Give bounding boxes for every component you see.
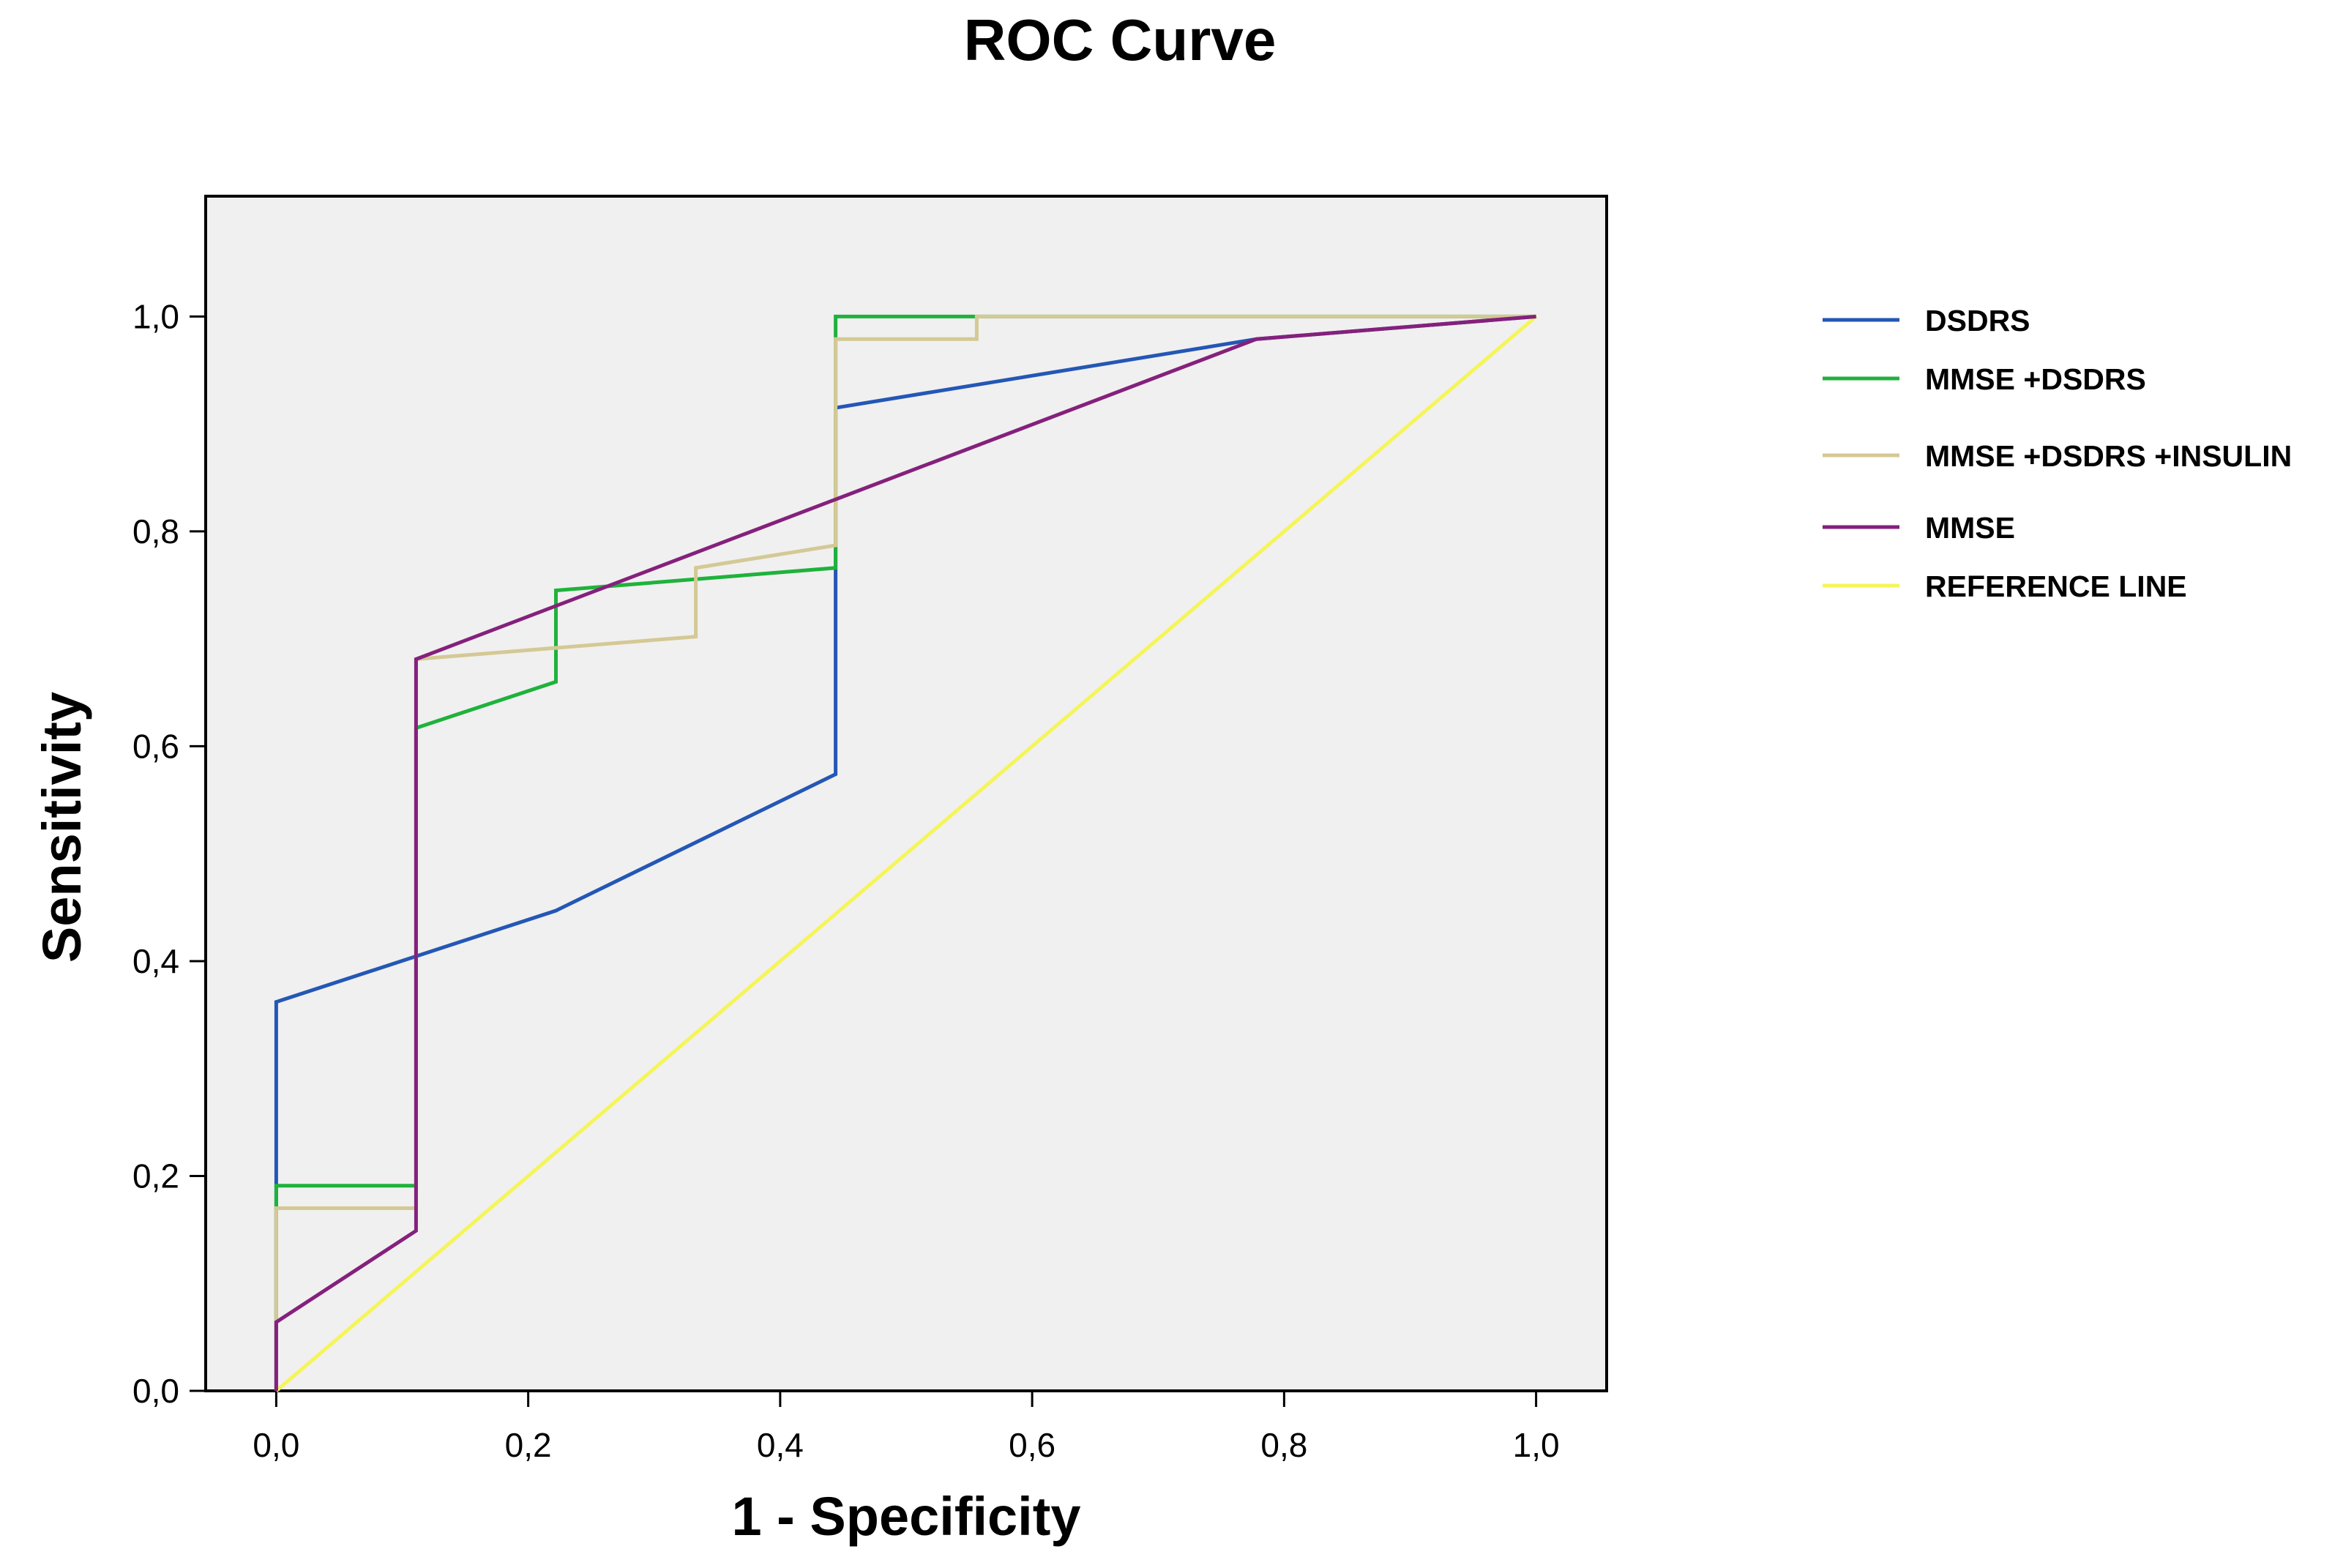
x-tick-label: 0,6 — [1009, 1426, 1055, 1464]
legend-label-reference-line: REFERENCE LINE — [1925, 570, 2187, 603]
legend-label-dsdrs: DSDRS — [1925, 304, 2030, 337]
y-tick-label: 0,6 — [132, 727, 179, 765]
y-tick-label: 0,4 — [132, 942, 179, 980]
series-line-mmse — [274, 314, 1536, 1391]
x-tick-label: 1,0 — [1513, 1426, 1560, 1464]
y-axis-title: Sensitivity — [31, 692, 92, 963]
y-tick-label: 0,0 — [132, 1372, 179, 1410]
legend-label-mmse-dsdrs-insulin: MMSE +DSDRS +INSULIN — [1925, 439, 2292, 473]
chart-title: ROC Curve — [964, 7, 1277, 72]
y-axis-ticks: 0,0 0,2 0,4 0,6 0,8 1,0 — [132, 297, 206, 1410]
x-axis-ticks: 0,0 0,2 0,4 0,6 0,8 1,0 — [253, 1391, 1560, 1464]
legend-label-mmse-dsdrs: MMSE +DSDRS — [1925, 362, 2146, 396]
x-tick-label: 0,4 — [757, 1426, 804, 1464]
y-tick-label: 0,8 — [132, 512, 179, 550]
x-tick-label: 0,8 — [1260, 1426, 1307, 1464]
series-layer — [274, 314, 1538, 1392]
x-tick-label: 0,2 — [505, 1426, 552, 1464]
x-axis-title: 1 - Specificity — [731, 1486, 1080, 1547]
series-line-mmse-dsdrs-insulin — [274, 314, 1536, 1391]
x-tick-label: 0,0 — [253, 1426, 299, 1464]
legend: DSDRS MMSE +DSDRS MMSE +DSDRS +INSULIN MMSE… — [1823, 304, 2292, 603]
series-line-mmse-dsdrs — [274, 314, 1536, 1391]
y-tick-label: 1,0 — [132, 297, 179, 335]
y-tick-label: 0,2 — [132, 1157, 179, 1195]
series-line-reference-line — [274, 315, 1538, 1392]
legend-label-mmse: MMSE — [1925, 511, 2015, 545]
